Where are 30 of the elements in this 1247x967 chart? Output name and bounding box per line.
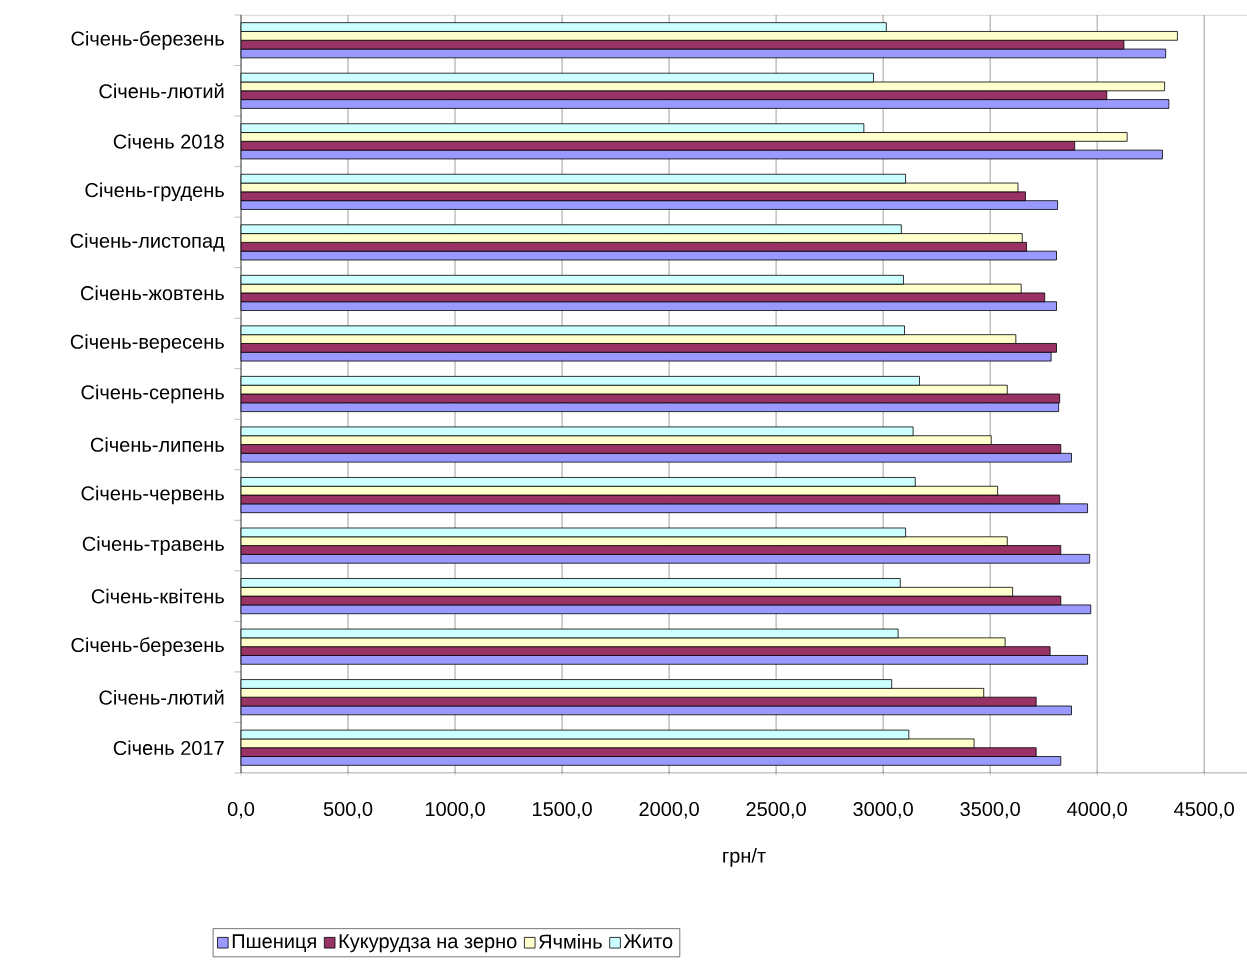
x-tick-label: 4000,0 bbox=[1067, 801, 1127, 819]
x-tick-label: 0,0 bbox=[227, 801, 255, 819]
y-tick-label: Січень-листопад bbox=[70, 233, 225, 252]
y-tick-label: Січень 2018 bbox=[113, 133, 224, 149]
y-tick-label: Січень-жовтень bbox=[81, 285, 224, 301]
y-tick-label: Січень-липень bbox=[90, 437, 224, 452]
x-tick-label: 1500,0 bbox=[533, 801, 592, 819]
y-tick-label: Січень-травень bbox=[82, 536, 224, 555]
y-tick-label: Січень 2017 bbox=[113, 740, 224, 756]
x-tick-label: 4500,0 bbox=[1174, 801, 1234, 819]
legend-label: Ячмінь bbox=[539, 933, 602, 949]
y-tick-label: Січень-грудень bbox=[85, 182, 224, 202]
x-tick-label: 3000,0 bbox=[853, 801, 913, 819]
x-tick-label: 500,0 bbox=[323, 801, 373, 819]
y-tick-label: Січень-серпень bbox=[81, 384, 224, 404]
x-tick-label: 3500,0 bbox=[960, 801, 1020, 819]
y-tick-label: Січень-квітень bbox=[91, 588, 224, 604]
y-tick-label: Січень-вересень bbox=[70, 334, 224, 353]
y-tick-label: Січень-червень bbox=[81, 485, 224, 505]
y-tick-label: Січень-лютий bbox=[99, 83, 224, 99]
y-tick-label: Січень-лютий bbox=[99, 689, 224, 705]
legend-label: Пшениця bbox=[232, 934, 316, 953]
x-tick-label: 2000,0 bbox=[639, 801, 699, 819]
y-tick-label: Січень-березень bbox=[71, 637, 224, 657]
y-tick-label: Січень-березень bbox=[71, 30, 224, 50]
x-tick-label: 1000,0 bbox=[425, 801, 485, 819]
x-tick-label: 2500,0 bbox=[746, 801, 806, 819]
x-axis-title: грн/т bbox=[723, 848, 766, 867]
legend-label: Кукурудза на зерно bbox=[339, 934, 517, 953]
legend-label: Жито bbox=[623, 934, 673, 949]
